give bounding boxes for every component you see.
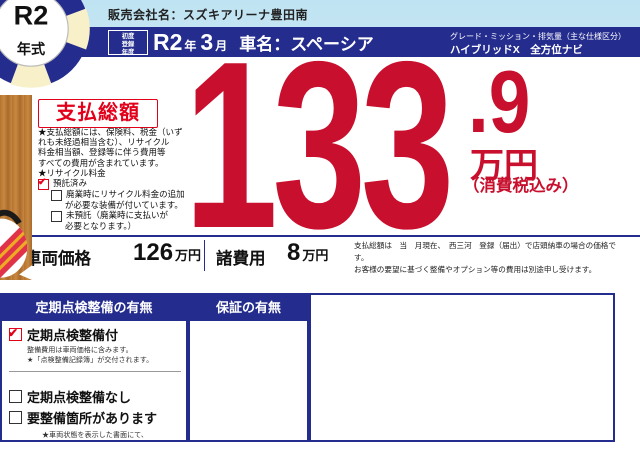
svg-text:年式: 年式 (17, 41, 45, 58)
svg-text:R2: R2 (14, 0, 49, 30)
